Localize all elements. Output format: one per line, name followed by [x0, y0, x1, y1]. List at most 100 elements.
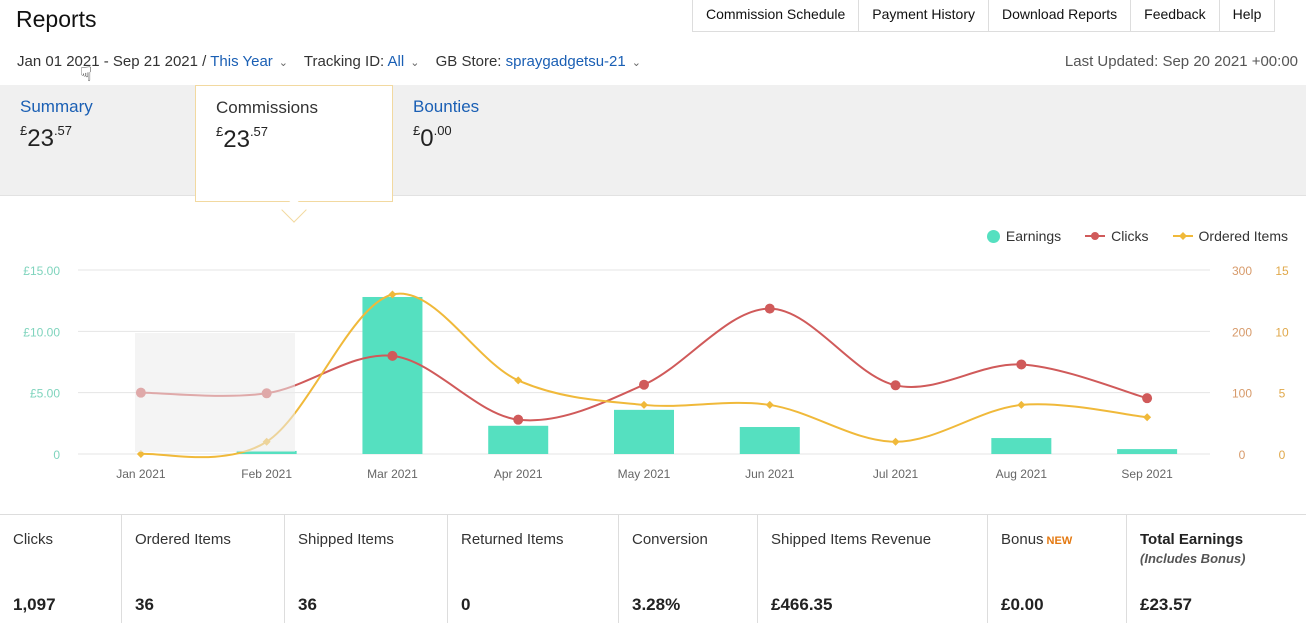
new-badge: NEW — [1046, 535, 1073, 547]
tab-commission-schedule[interactable]: Commission Schedule — [693, 0, 860, 32]
earnings-bar — [488, 425, 549, 454]
ordered-items-point — [136, 450, 145, 458]
x-axis-tick: Jun 2021 — [745, 467, 795, 481]
stat-sublabel: (Includes Bonus) — [1140, 551, 1246, 566]
legend-label: Clicks — [1111, 228, 1149, 244]
earnings-bar — [991, 438, 1052, 454]
stat-bonus: Bonus NEW £0.00 — [988, 515, 1127, 623]
legend-item-earnings[interactable]: Earnings — [986, 228, 1062, 244]
summary-card[interactable]: Summary £23.57 — [0, 85, 190, 196]
stat-value: 36 — [298, 595, 317, 614]
clicks-point — [1142, 393, 1153, 404]
tab-help[interactable]: Help — [1219, 0, 1276, 32]
y-axis-items-tick: 10 — [1275, 325, 1289, 339]
stat-value: 36 — [135, 595, 154, 614]
clicks-point — [387, 350, 398, 361]
stat-value: 0 — [461, 595, 471, 614]
x-axis-tick: May 2021 — [618, 467, 671, 481]
commissions-card-amount: £23.57 — [216, 124, 269, 153]
stat-value: £0.00 — [1001, 595, 1044, 614]
tab-payment-history[interactable]: Payment History — [859, 0, 989, 32]
legend-label: Earnings — [1005, 228, 1062, 244]
bounties-card-label: Bounties — [413, 97, 480, 116]
stat-label: Conversion — [632, 531, 708, 548]
stat-label: Bonus NEW — [1001, 531, 1073, 548]
legend-item-ordered-items[interactable]: Ordered Items — [1172, 228, 1288, 244]
stat-shipped-items: Shipped Items 36 — [285, 515, 448, 623]
x-axis-tick: Apr 2021 — [494, 467, 543, 481]
y-axis-earnings-tick: £10.00 — [23, 325, 60, 339]
stat-label: Total Earnings (Includes Bonus) — [1140, 531, 1294, 575]
x-axis-tick: Sep 2021 — [1121, 467, 1173, 481]
ordered-items-point — [891, 437, 900, 446]
legend-label: Ordered Items — [1198, 228, 1288, 244]
stat-value: 3.28% — [632, 595, 681, 614]
clicks-point — [1016, 359, 1027, 370]
y-axis-earnings-tick: £15.00 — [23, 264, 60, 278]
y-axis-items-tick: 0 — [1279, 448, 1286, 462]
commissions-card[interactable]: Commissions £23.57 — [195, 85, 393, 202]
chevron-down-icon[interactable]: ⌄ — [631, 57, 641, 69]
summary-card-label: Summary — [20, 97, 93, 116]
ordered-items-line — [140, 292, 1148, 459]
clicks-legend-icon — [1085, 232, 1106, 240]
stat-conversion: Conversion 3.28% — [619, 515, 758, 623]
earnings-bar — [362, 296, 423, 454]
x-axis-tick: Feb 2021 — [241, 467, 292, 481]
clicks-point — [639, 379, 649, 390]
ordered-items-point — [765, 400, 774, 409]
chevron-down-icon[interactable]: ⌄ — [278, 57, 288, 69]
ordered-items-point — [514, 376, 523, 385]
stat-label: Shipped Items — [298, 531, 394, 548]
hover-tooltip — [135, 333, 295, 452]
ordered-items-point — [1143, 413, 1152, 422]
x-axis-tick: Mar 2021 — [367, 467, 418, 481]
stat-label: Returned Items — [461, 531, 564, 548]
top-nav: Commission Schedule Payment History Down… — [692, 0, 1276, 32]
tracking-id-dropdown[interactable]: All — [387, 53, 405, 70]
tab-feedback[interactable]: Feedback — [1131, 0, 1220, 32]
stat-label: Ordered Items — [135, 531, 231, 548]
earnings-bar — [236, 450, 297, 454]
summary-card-amount: £23.57 — [20, 123, 73, 152]
x-axis-tick: Jul 2021 — [873, 467, 919, 481]
date-range-text: Jan 01 2021 - Sep 21 2021 / — [17, 53, 207, 70]
y-axis-earnings-tick: 0 — [53, 448, 60, 462]
clicks-point — [764, 303, 775, 314]
y-axis-earnings-tick: £5.00 — [30, 387, 60, 401]
stat-ordered-items: Ordered Items 36 — [122, 515, 285, 623]
last-updated: Last Updated: Sep 20 2021 +00:00 — [1064, 53, 1298, 70]
stat-total-earnings: Total Earnings (Includes Bonus) £23.57 — [1127, 515, 1306, 623]
stats-row: Clicks 1,097 Ordered Items 36 Shipped Items 3… — [0, 514, 1306, 623]
filter-bar: Jan 01 2021 - Sep 21 2021 / This Year ⌄ T… — [17, 53, 653, 70]
tab-download-reports[interactable]: Download Reports — [989, 0, 1132, 32]
chevron-down-icon[interactable]: ⌄ — [410, 57, 420, 69]
ordered-items-point — [640, 400, 648, 409]
stat-returned-items: Returned Items 0 — [448, 515, 619, 623]
store-label: GB Store: — [435, 53, 502, 70]
stat-clicks: Clicks 1,097 — [0, 515, 122, 623]
hand-cursor-icon: ☟ — [80, 64, 93, 86]
earnings-legend-icon — [986, 229, 1000, 243]
y-axis-items-tick: 15 — [1275, 264, 1289, 278]
y-axis-clicks-tick: 0 — [1239, 448, 1246, 462]
date-preset-dropdown[interactable]: This Year — [210, 53, 273, 70]
store-dropdown[interactable]: spraygadgetsu-21 — [505, 53, 626, 70]
earnings-bar — [739, 427, 800, 454]
y-axis-items-tick: 5 — [1279, 387, 1286, 401]
legend-item-clicks[interactable]: Clicks — [1085, 228, 1149, 244]
clicks-point — [890, 380, 901, 391]
stat-value: 1,097 — [13, 595, 56, 614]
tracking-id-label: Tracking ID: — [303, 53, 385, 70]
ordered-items-point — [1017, 400, 1026, 409]
bounties-card[interactable]: Bounties £0.00 — [393, 85, 593, 196]
chart-legend: Earnings Clicks Ordered Items — [986, 228, 1288, 244]
y-axis-clicks-tick: 200 — [1232, 325, 1252, 339]
stat-value: £23.57 — [1140, 595, 1192, 614]
y-axis-clicks-tick: 100 — [1232, 387, 1252, 401]
stat-shipped-items-revenue: Shipped Items Revenue £466.35 — [758, 515, 988, 623]
y-axis-clicks-tick: 300 — [1232, 264, 1252, 278]
bounties-card-amount: £0.00 — [413, 123, 452, 152]
stat-label: Clicks — [13, 531, 53, 548]
